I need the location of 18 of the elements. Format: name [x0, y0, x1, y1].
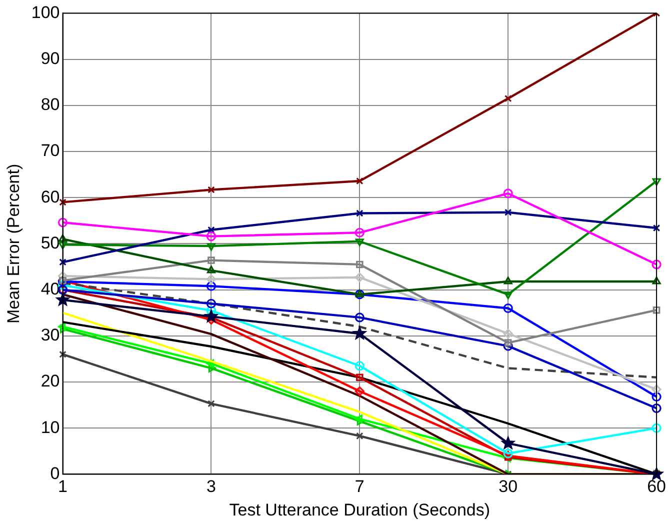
y-axis-title: Mean Error (Percent) [4, 164, 23, 324]
y-tick-label: 60 [40, 187, 60, 206]
y-tick-label: 0 [50, 464, 60, 483]
x-axis-title: Test Utterance Duration (Seconds) [229, 500, 490, 520]
x-tick-label: 3 [206, 477, 216, 496]
y-tick-label: 30 [40, 326, 60, 345]
y-tick-label: 10 [40, 418, 60, 437]
y-tick-label: 20 [40, 372, 60, 391]
x-tick-label: 30 [498, 477, 518, 496]
y-tick-label: 80 [40, 95, 60, 114]
y-tick-label: 50 [40, 233, 60, 252]
y-tick-label: 90 [40, 48, 60, 68]
x-tick-label: 7 [354, 477, 364, 496]
x-tick-label: 1 [58, 477, 68, 496]
y-tick-label: 100 [31, 2, 60, 22]
y-tick-label: 70 [40, 141, 60, 160]
x-tick-label: 60 [647, 477, 666, 496]
y-tick-label: 40 [40, 279, 60, 298]
